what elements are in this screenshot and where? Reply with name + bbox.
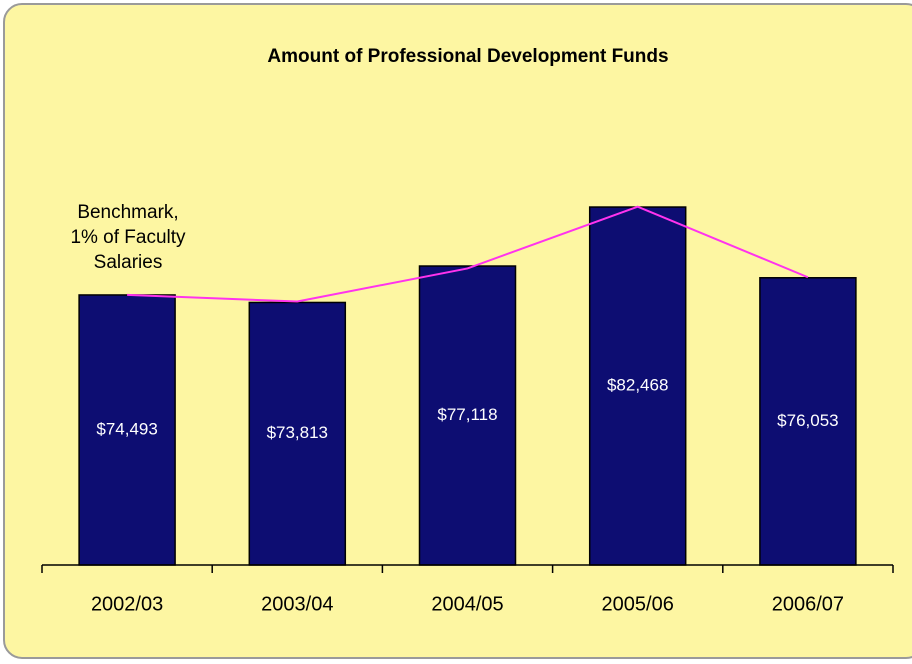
x-tick-label: 2003/04 xyxy=(261,593,333,615)
x-tick-label: 2005/06 xyxy=(602,593,674,615)
data-label: $82,468 xyxy=(607,376,668,395)
data-label: $73,813 xyxy=(267,423,328,442)
x-tick-label: 2006/07 xyxy=(772,593,844,615)
data-label: $77,118 xyxy=(437,405,497,424)
bar xyxy=(78,294,176,566)
x-tick-label: 2002/03 xyxy=(91,593,163,615)
benchmark-line xyxy=(127,205,809,303)
annotation: 1% of Faculty xyxy=(70,227,186,248)
annotation: Benchmark, xyxy=(77,202,178,223)
data-label: $76,053 xyxy=(777,411,838,430)
data-label: $74,493 xyxy=(96,419,157,438)
bar xyxy=(588,206,687,566)
x-tick-label: 2004/05 xyxy=(431,593,503,615)
annotation: Salaries xyxy=(94,252,163,273)
bar xyxy=(759,277,857,566)
chart-title: Amount of Professional Development Funds xyxy=(267,46,668,67)
bar xyxy=(418,265,517,566)
